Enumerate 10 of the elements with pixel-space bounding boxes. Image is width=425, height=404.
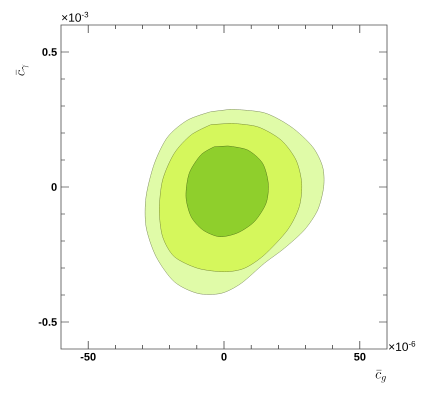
y-tick-label: -0.5: [38, 318, 57, 326]
x-tick-label: -50: [80, 352, 96, 361]
y-tick-label: 0: [51, 183, 57, 191]
y-tick-label: 0.5: [42, 48, 57, 56]
y-axis-title: $\bar{c}_{\gamma}$: [16, 64, 29, 76]
x-axis-title: $\bar{c}_{g}$: [376, 370, 386, 383]
text: ×10$^{-6}$: [389, 340, 416, 352]
text: ×10$^{-3}$: [62, 12, 88, 22]
x-tick-label: 50: [354, 352, 366, 361]
x-tick-label: 0: [221, 352, 227, 361]
